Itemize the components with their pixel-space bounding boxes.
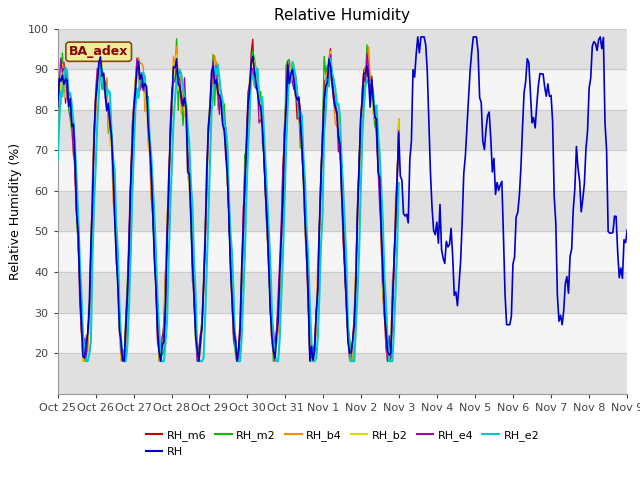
Bar	[58, 29, 627, 69]
Bar	[58, 353, 627, 394]
Bar	[58, 191, 627, 231]
Text: BA_adex: BA_adex	[69, 45, 129, 58]
Bar	[58, 110, 627, 150]
Bar	[58, 272, 627, 312]
Y-axis label: Relative Humidity (%): Relative Humidity (%)	[9, 143, 22, 280]
Legend: RH_m6, RH, RH_m2, RH_b4, RH_b2, RH_e4, RH_e2: RH_m6, RH, RH_m2, RH_b4, RH_b2, RH_e4, R…	[141, 426, 544, 461]
Title: Relative Humidity: Relative Humidity	[275, 9, 410, 24]
